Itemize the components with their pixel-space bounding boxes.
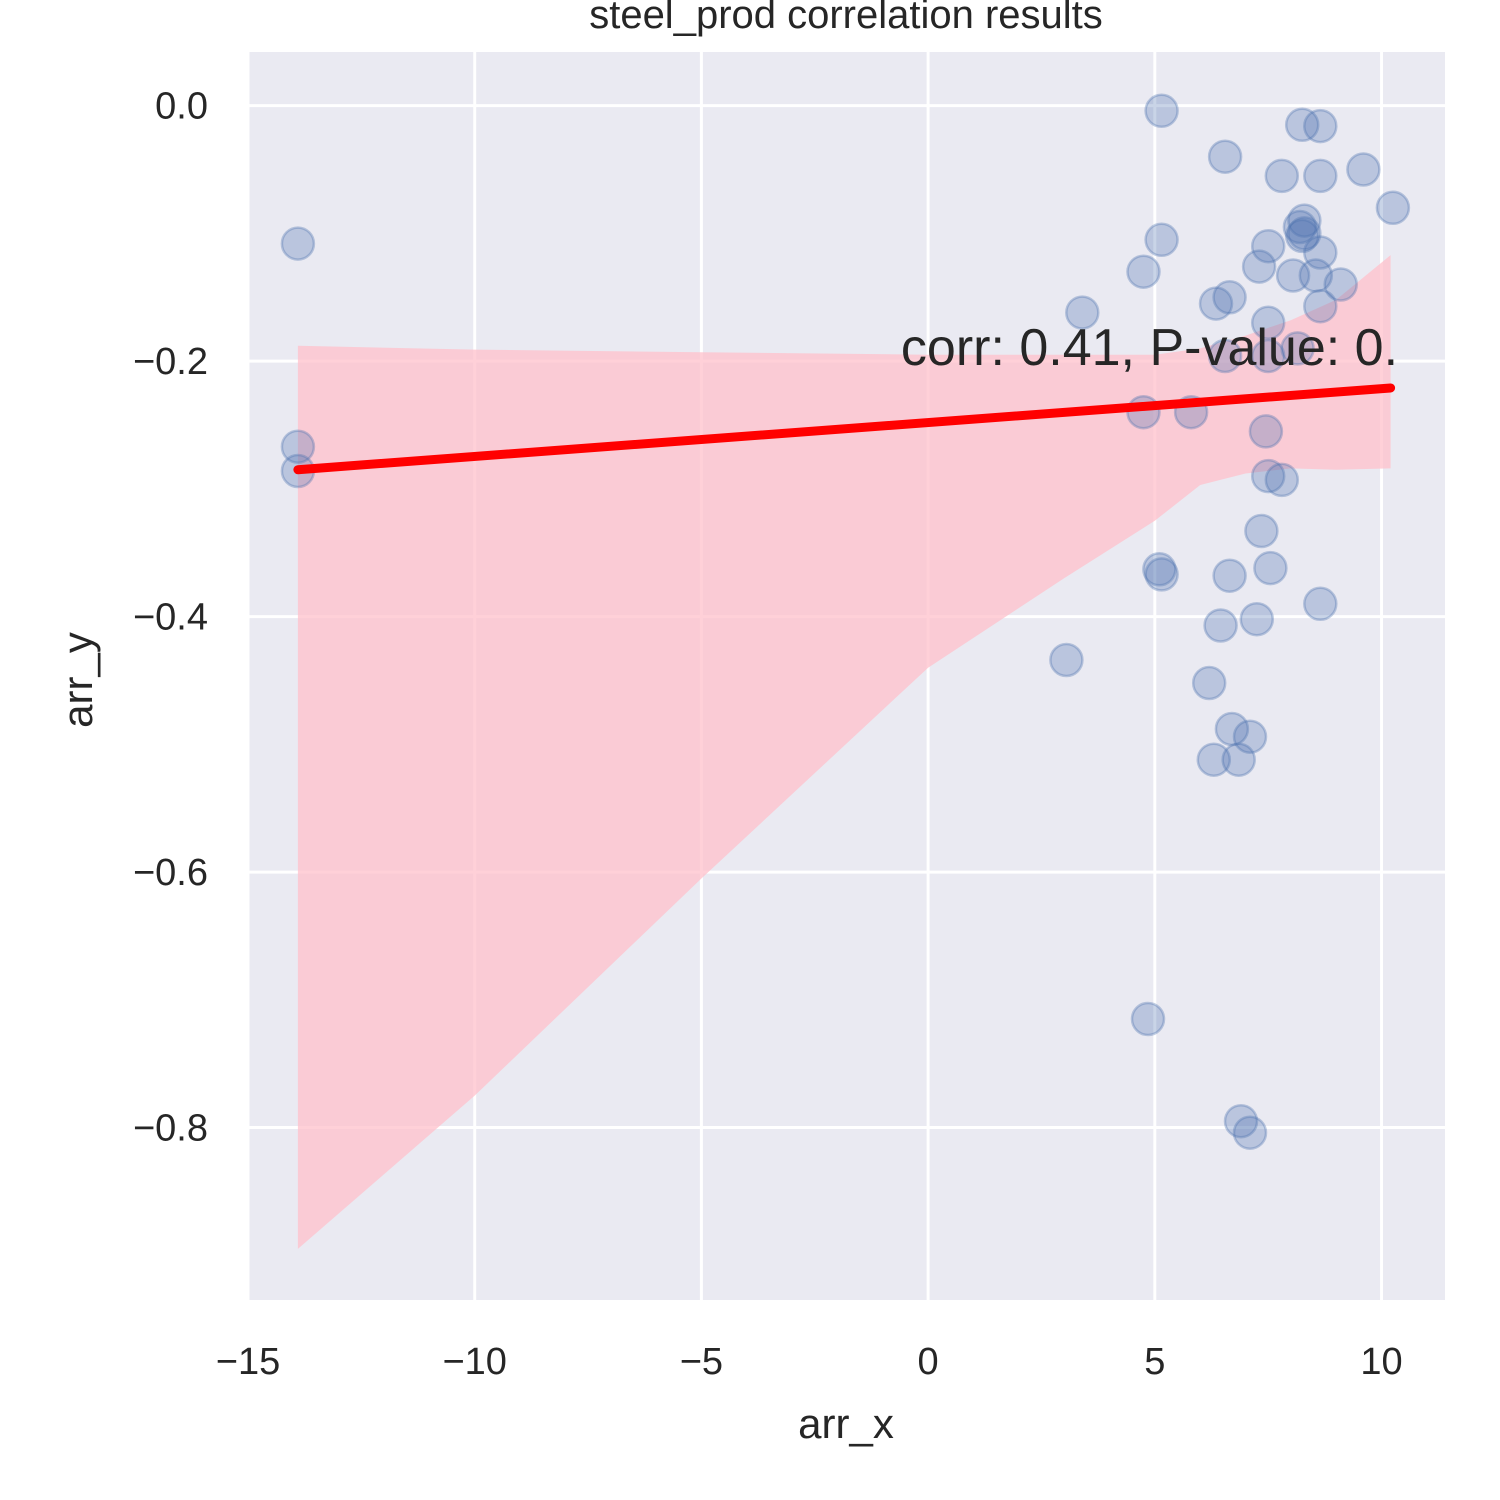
y-tick-label: −0.4: [133, 597, 208, 639]
scatter-point: [1130, 1001, 1166, 1037]
x-tick-label: 5: [1144, 1341, 1165, 1383]
scatter-point: [1049, 642, 1084, 678]
scatter-point: [1303, 288, 1338, 324]
scatter-point: [1144, 222, 1179, 258]
y-tick-label: −0.8: [133, 1108, 208, 1150]
scatter-point: [1303, 235, 1338, 270]
correlation-annotation: corr: 0.41, P-value: 0.: [901, 319, 1398, 377]
scatter-point: [1298, 258, 1334, 293]
scatter-point: [1282, 209, 1318, 245]
y-tick-label: 0.0: [155, 86, 208, 128]
x-tick-labels: −15 −10 −5 0 5 10: [216, 1341, 1403, 1383]
scatter-point: [1212, 558, 1247, 593]
scatter-point: [1264, 158, 1300, 194]
scatter-point: [1144, 557, 1179, 592]
scatter-point: [1214, 711, 1250, 747]
scatter-point: [1191, 665, 1227, 701]
x-tick-label: 10: [1360, 1341, 1402, 1383]
scatter-point: [1207, 338, 1243, 374]
scatter-point: [1203, 608, 1238, 643]
scatter-point: [1198, 286, 1234, 321]
scatter-point: [1241, 249, 1277, 284]
scatter-point: [1280, 331, 1315, 366]
scatter-point: [1250, 458, 1286, 494]
scatter-point: [1346, 152, 1381, 187]
scatter-point: [1264, 462, 1300, 498]
x-tick-label: 0: [918, 1341, 939, 1383]
scatter-point: [1303, 586, 1338, 622]
scatter-point: [1244, 513, 1279, 549]
scatter-point: [1248, 414, 1284, 449]
scatter-point: [1126, 254, 1161, 289]
confidence-band: [297, 255, 1391, 1249]
scatter-point: [1207, 139, 1243, 174]
scatter-point: [1287, 203, 1322, 238]
scatter-point: [1250, 338, 1286, 374]
scatter-point: [1275, 258, 1311, 293]
x-axis-label: arr_x: [798, 1400, 894, 1447]
scatter-point: [1142, 552, 1177, 587]
scatter-point: [1253, 550, 1288, 586]
scatter-point: [280, 226, 316, 261]
y-tick-label: −0.6: [133, 852, 208, 894]
y-tick-label: −0.2: [133, 341, 208, 383]
scatter-point: [1303, 158, 1338, 194]
scatter-point: [1212, 280, 1247, 315]
y-axis-label: arr_y: [54, 632, 101, 728]
x-tick-label: −15: [216, 1341, 280, 1383]
scatter-point: [1287, 216, 1322, 251]
scatter-point: [1284, 107, 1320, 143]
scatter-point: [1250, 305, 1286, 341]
regression-line: [293, 383, 1396, 475]
scatter-point: [1232, 719, 1268, 754]
confidence-band-layer: [297, 255, 1391, 1249]
y-tick-labels: 0.0 −0.2 −0.4 −0.6 −0.8: [133, 86, 208, 1150]
scatter-point: [1221, 742, 1256, 777]
points-layer: [280, 93, 1411, 1150]
scatter-point: [1196, 742, 1232, 777]
scatter-point: [280, 429, 316, 464]
scatter-point: [1232, 1115, 1268, 1150]
x-tick-label: −5: [680, 1341, 723, 1383]
scatter-point: [1284, 218, 1320, 254]
scatter-point: [1239, 601, 1275, 637]
scatter-point: [1250, 228, 1286, 264]
scatter-point: [1223, 1103, 1259, 1139]
x-tick-label: −10: [442, 1341, 506, 1383]
scatter-point: [1375, 190, 1411, 226]
regression-layer: [293, 383, 1396, 475]
scatter-point: [1126, 394, 1161, 430]
chart-title: steel_prod correlation results: [589, 0, 1103, 37]
scatter-point: [1303, 108, 1338, 144]
scatter-point: [1144, 93, 1179, 129]
scatter-point: [1065, 295, 1100, 330]
scatter-point: [1323, 267, 1358, 302]
